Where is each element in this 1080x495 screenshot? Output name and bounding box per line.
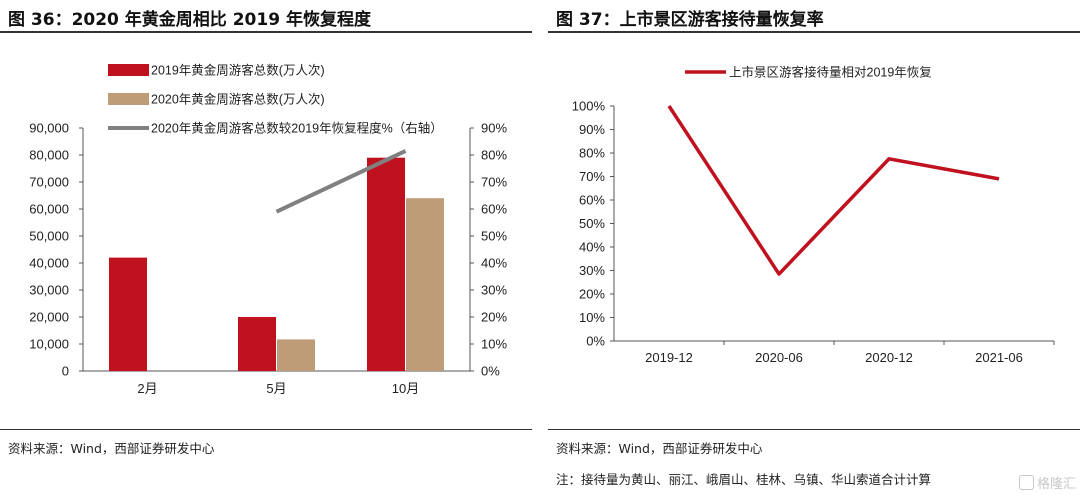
- right-y-tick-label: 80%: [481, 148, 507, 163]
- left-bottom-rule: [0, 429, 532, 430]
- right-y-tick-label: 90%: [481, 121, 507, 136]
- left-y-tick-label: 60,000: [29, 202, 69, 217]
- legend-2020-swatch: [108, 93, 149, 105]
- right-y-tick-label: 60%: [481, 202, 507, 217]
- left-y-tick-label: 70,000: [29, 175, 69, 190]
- bar-2020: [277, 339, 315, 371]
- left-y-tick-label: 0: [62, 364, 69, 379]
- y-tick-label: 90%: [579, 122, 605, 137]
- legend-2019-swatch: [108, 64, 149, 76]
- legend-recovery-label: 2020年黄金周游客总数较2019年恢复程度%（右轴）: [151, 121, 443, 136]
- x-category-label: 2020-12: [865, 350, 913, 365]
- right-figure-panel: 图 37：上市景区游客接待量恢复率 0% 10% 20% 30% 40% 50% 60% 70…: [548, 0, 1080, 495]
- right-figure-title: 图 37：上市景区游客接待量恢复率: [556, 10, 824, 30]
- y-tick-label: 80%: [579, 146, 605, 161]
- left-y-tick-label: 20,000: [29, 310, 69, 325]
- y-tick-label: 10%: [579, 310, 605, 325]
- left-figure-panel: 图 36：2020 年黄金周相比 2019 年恢复程度 0 10,000 20,00…: [0, 0, 532, 495]
- right-y-tick-label: 10%: [481, 337, 507, 352]
- bar-2019: [367, 157, 405, 371]
- left-top-rule: [0, 31, 532, 33]
- bar-2019: [238, 317, 276, 371]
- bar-2020: [406, 198, 444, 371]
- y-tick-label: 20%: [579, 287, 605, 302]
- left-y-tick-label: 90,000: [29, 121, 69, 136]
- y-tick-label: 100%: [572, 99, 606, 114]
- left-y-tick-label: 30,000: [29, 283, 69, 298]
- x-category-label: 10月: [392, 381, 419, 396]
- left-y-tick-label: 50,000: [29, 229, 69, 244]
- x-category-label: 2020-06: [755, 350, 803, 365]
- legend-label: 上市景区游客接待量相对2019年恢复: [729, 65, 932, 80]
- watermark: 格隆汇: [1018, 473, 1076, 492]
- golden-week-bar-chart: 0 10,000 20,000 30,000 40,000 50,000 60,000 70,…: [29, 63, 507, 397]
- right-source-text: 资料来源：Wind，西部证券研发中心: [556, 441, 763, 456]
- scenic-recovery-line-chart: 0% 10% 20% 30% 40% 50% 60% 70% 80% 90% 100% 2019-12…: [572, 65, 1055, 365]
- right-y-tick-label: 70%: [481, 175, 507, 190]
- bar-2019: [109, 257, 147, 371]
- legend-2019-label: 2019年黄金周游客总数(万人次): [151, 63, 325, 78]
- y-tick-label: 50%: [579, 216, 605, 231]
- left-y-tick-label: 10,000: [29, 337, 69, 352]
- left-source-text: 资料来源：Wind，西部证券研发中心: [8, 441, 215, 456]
- y-tick-label: 60%: [579, 193, 605, 208]
- watermark-text: 格隆汇: [1036, 477, 1076, 492]
- right-top-rule: [548, 31, 1080, 33]
- right-y-tick-label: 40%: [481, 256, 507, 271]
- right-y-tick-label: 50%: [481, 229, 507, 244]
- recovery-line: [275, 149, 407, 214]
- x-category-label: 2月: [137, 381, 157, 396]
- right-y-tick-label: 30%: [481, 283, 507, 298]
- y-tick-label: 30%: [579, 263, 605, 278]
- left-figure-title: 图 36：2020 年黄金周相比 2019 年恢复程度: [8, 10, 371, 30]
- watermark-logo-icon: [1018, 475, 1034, 490]
- y-tick-label: 40%: [579, 240, 605, 255]
- left-y-tick-label: 40,000: [29, 256, 69, 271]
- legend-2020-label: 2020年黄金周游客总数(万人次): [151, 92, 325, 107]
- x-category-label: 5月: [266, 381, 286, 396]
- x-category-label: 2021-06: [975, 350, 1023, 365]
- recovery-rate-line: [667, 105, 1000, 276]
- y-tick-label: 0%: [586, 334, 605, 349]
- right-y-tick-label: 20%: [481, 310, 507, 325]
- right-note-text: 注：接待量为黄山、丽江、峨眉山、桂林、乌镇、华山索道合计计算: [556, 472, 932, 487]
- x-category-label: 2019-12: [645, 350, 693, 365]
- left-y-tick-label: 80,000: [29, 148, 69, 163]
- right-y-tick-label: 0%: [481, 364, 500, 379]
- right-bottom-rule: [548, 429, 1080, 430]
- y-tick-label: 70%: [579, 169, 605, 184]
